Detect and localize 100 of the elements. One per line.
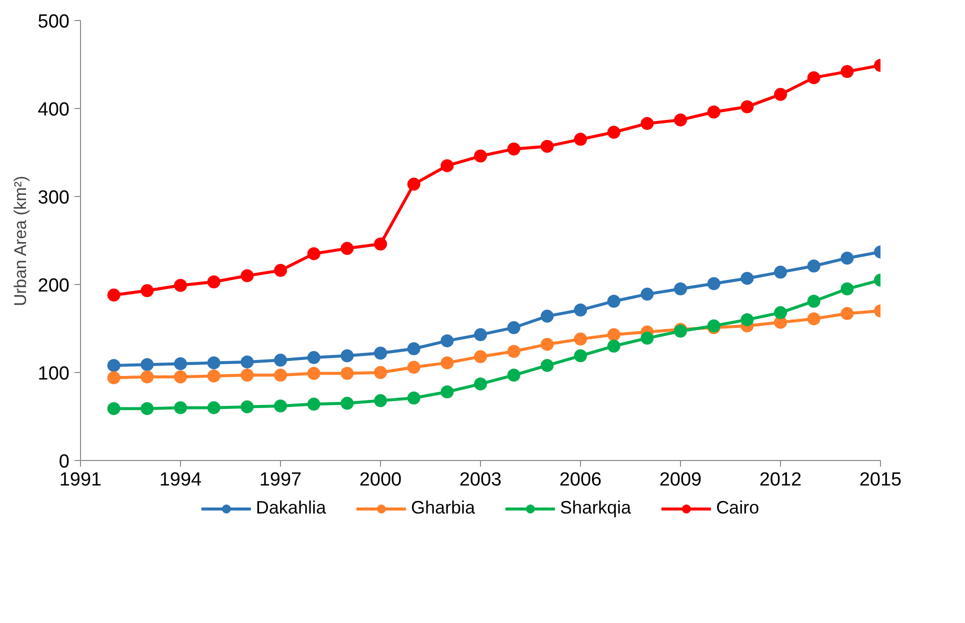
point <box>174 401 187 414</box>
point <box>407 392 420 405</box>
y-tick-label: 200 <box>38 276 70 296</box>
point <box>374 346 387 360</box>
point <box>207 275 220 288</box>
x-tick-label: 1997 <box>259 470 302 490</box>
point <box>574 132 587 146</box>
point <box>574 332 587 346</box>
point <box>540 310 554 323</box>
point <box>274 368 287 382</box>
point <box>207 370 220 383</box>
point <box>740 100 754 114</box>
point <box>674 113 687 126</box>
point <box>140 402 154 416</box>
point <box>440 159 454 172</box>
point <box>707 106 720 119</box>
point <box>640 332 654 345</box>
point <box>840 307 854 320</box>
point <box>840 65 854 78</box>
point <box>540 358 554 372</box>
point <box>607 328 620 342</box>
point <box>507 321 520 334</box>
point <box>307 398 320 411</box>
x-tick-label: 2015 <box>859 470 902 490</box>
x-tick-label: 2006 <box>559 470 602 490</box>
point <box>440 334 454 348</box>
point <box>440 385 454 398</box>
x-tick-label: 2000 <box>359 470 402 490</box>
point <box>540 140 554 153</box>
point <box>240 368 254 382</box>
point <box>240 269 254 282</box>
point <box>274 399 287 412</box>
point <box>107 358 120 372</box>
point <box>274 354 287 367</box>
point <box>174 370 187 384</box>
point <box>407 360 420 374</box>
point <box>707 277 720 290</box>
point <box>474 377 487 390</box>
point <box>274 264 287 277</box>
point <box>174 357 187 370</box>
point <box>374 366 387 379</box>
y-tick-label: 300 <box>38 188 70 208</box>
point <box>607 294 620 308</box>
x-tick-label: 2003 <box>459 470 502 490</box>
point <box>207 356 220 370</box>
point <box>340 366 354 380</box>
point <box>340 349 354 362</box>
point <box>407 178 420 191</box>
point <box>207 401 220 414</box>
point <box>574 349 587 362</box>
x-tick-label: 1994 <box>159 470 202 490</box>
point <box>807 71 820 84</box>
point <box>307 366 320 380</box>
y-tick-label: 500 <box>38 12 70 32</box>
y-axis-title: Urban Area (km²) <box>10 176 30 306</box>
y-tick-label: 400 <box>38 100 70 120</box>
legend-label: Gharbia <box>410 498 476 518</box>
point <box>740 272 754 285</box>
point <box>140 370 154 384</box>
legend-label: Dakahlia <box>256 498 326 518</box>
point <box>840 282 854 296</box>
point <box>807 312 820 326</box>
point <box>107 402 120 416</box>
point <box>340 396 354 410</box>
point <box>507 368 520 382</box>
point <box>140 284 154 298</box>
point <box>240 355 254 368</box>
point <box>774 306 787 320</box>
x-tick-label: 2009 <box>659 470 702 490</box>
y-tick-label: 0 <box>58 452 70 472</box>
legend-label: Sharkqia <box>560 498 632 518</box>
point <box>407 342 420 356</box>
point <box>840 252 854 265</box>
point <box>107 371 120 384</box>
point <box>107 288 120 302</box>
point <box>440 356 454 370</box>
point <box>340 242 354 255</box>
point <box>807 294 820 308</box>
point <box>774 266 787 279</box>
point <box>307 247 320 260</box>
point <box>607 126 620 139</box>
point <box>174 278 187 292</box>
y-tick-label: 100 <box>38 364 70 384</box>
point <box>807 260 820 273</box>
point <box>140 358 154 372</box>
point <box>774 88 787 101</box>
point <box>374 238 387 251</box>
point <box>574 304 587 317</box>
point <box>640 116 654 130</box>
point <box>474 350 487 364</box>
x-tick-label: 1991 <box>59 470 102 490</box>
point <box>640 288 654 301</box>
point <box>474 328 487 342</box>
point <box>507 344 520 358</box>
point <box>474 150 487 163</box>
point <box>507 142 520 156</box>
point <box>540 338 554 351</box>
x-tick-label: 2012 <box>759 470 802 490</box>
legend-label: Cairo <box>716 498 760 518</box>
point <box>240 400 254 414</box>
